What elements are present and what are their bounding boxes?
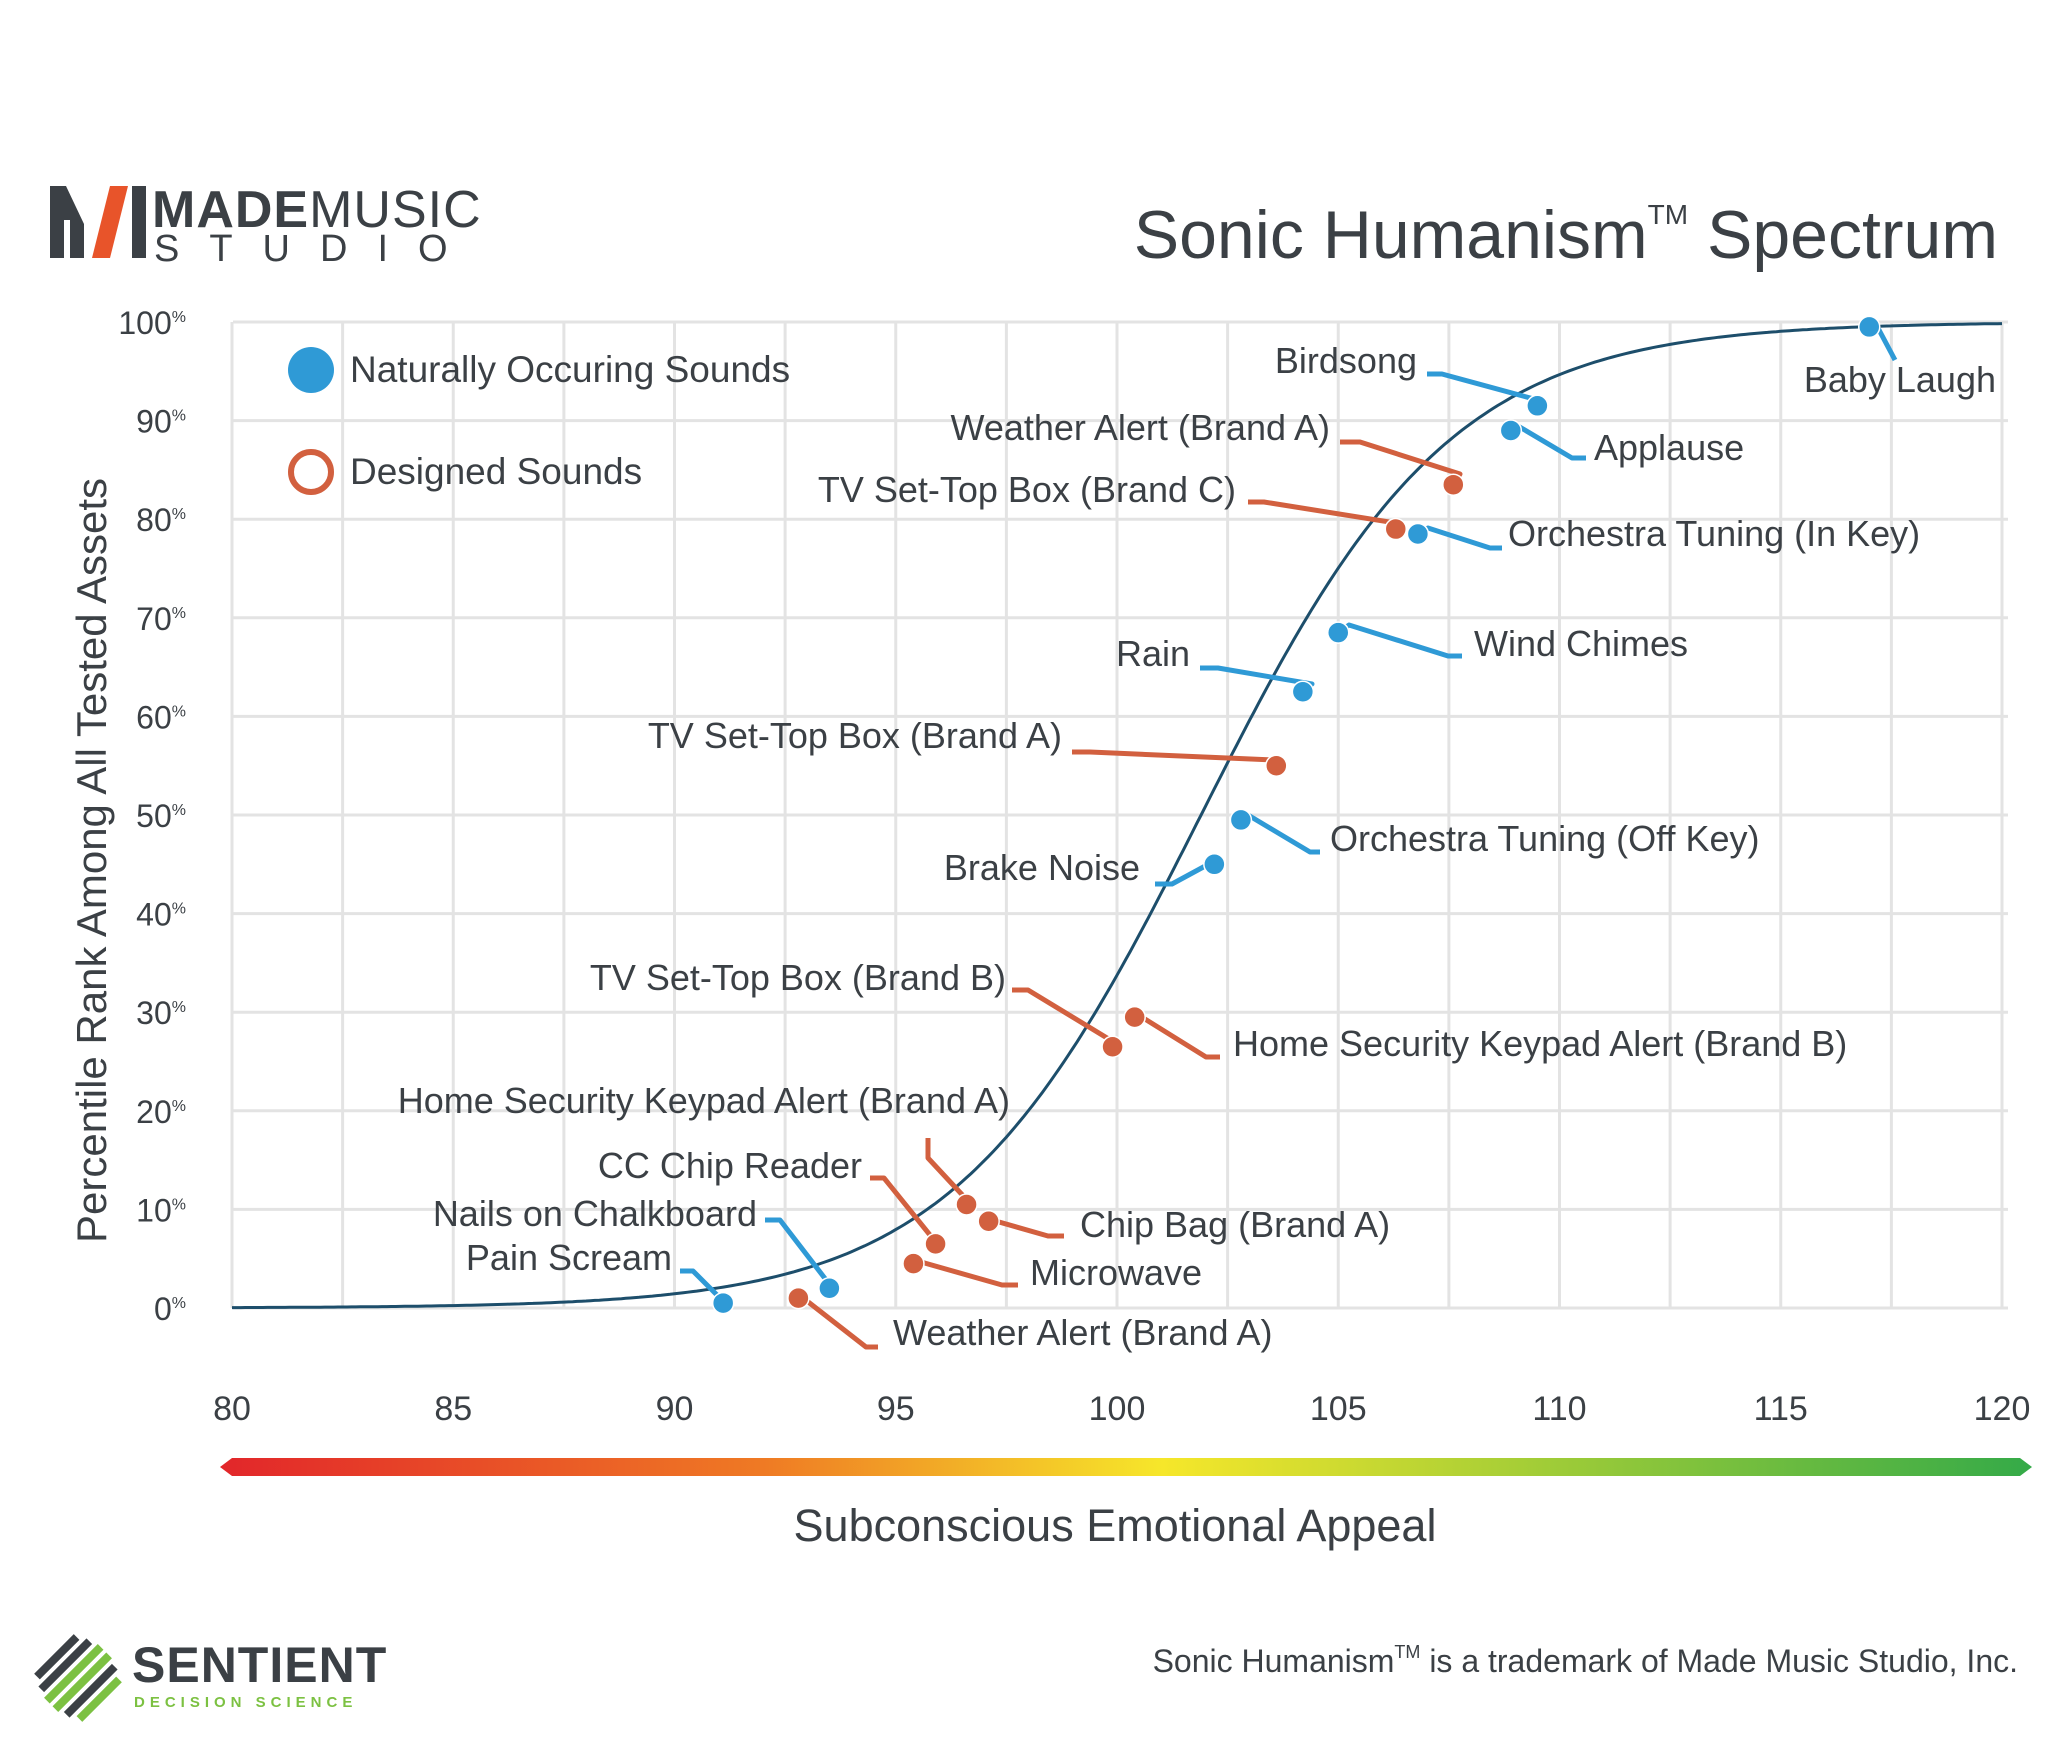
data-label: Brake Noise — [944, 847, 1140, 888]
data-label: TV Set-Top Box (Brand B) — [590, 957, 1006, 998]
sentient-wordmark: SENTIENT — [132, 1637, 388, 1693]
data-label: TV Set-Top Box (Brand A) — [648, 715, 1062, 756]
trend-curve — [232, 322, 2003, 1310]
x-axis-label: Subconscious Emotional Appeal — [793, 1500, 1437, 1551]
designed-sound-point — [1384, 517, 1408, 541]
label-leader-line — [987, 1217, 1064, 1239]
y-axis-ticks: 0% 10% 20% 30% 40% 50% 60% 70% 80% 90% 100% — [118, 305, 186, 1327]
y-tick-label: 60% — [136, 699, 186, 735]
data-label: Orchestra Tuning (In Key) — [1508, 513, 1920, 554]
x-tick-label: 120 — [1974, 1390, 2031, 1428]
designed-sound-point — [955, 1193, 978, 1216]
x-tick-label: 90 — [656, 1390, 694, 1428]
y-tick-label: 100% — [118, 305, 186, 341]
designed-sound-point — [977, 1209, 1000, 1233]
made-music-logo: MADEMUSIC STUDIO — [48, 180, 508, 270]
data-label: Baby Laugh — [1804, 359, 1996, 400]
trademark-note: Sonic HumanismTM is a trademark of Made … — [1152, 1642, 2018, 1679]
y-tick-label: 90% — [136, 404, 186, 440]
data-label: TV Set-Top Box (Brand C) — [818, 469, 1236, 510]
label-leader-line — [795, 1291, 878, 1350]
y-axis-label: Percentile Rank Among All Tested Assets — [68, 478, 115, 1243]
data-label: Applause — [1594, 427, 1744, 468]
x-tick-label: 115 — [1754, 1390, 1808, 1428]
label-leader-line — [1416, 525, 1502, 551]
y-tick-label: 70% — [136, 601, 186, 637]
chart-title: Sonic HumanismTM Spectrum — [1133, 197, 1998, 273]
y-tick-label: 50% — [136, 798, 186, 834]
natural-sound-point — [711, 1291, 735, 1315]
label-leader-line — [1509, 423, 1586, 461]
data-label: Home Security Keypad Alert (Brand B) — [1233, 1023, 1847, 1064]
data-label: Wind Chimes — [1474, 623, 1688, 664]
sentient-mark-icon — [34, 1634, 122, 1722]
data-label: Weather Alert (Brand A) — [893, 1312, 1273, 1353]
x-tick-label: 105 — [1310, 1390, 1367, 1428]
y-tick-label: 30% — [136, 995, 186, 1031]
data-label: Weather Alert (Brand A) — [950, 407, 1330, 448]
designed-sound-point — [1265, 754, 1288, 777]
data-label: Microwave — [1030, 1252, 1202, 1293]
legend-natural-marker — [288, 347, 334, 393]
natural-sound-point — [1526, 394, 1549, 418]
made-music-wordmark: MADEMUSIC — [152, 181, 482, 239]
designed-sound-point — [1442, 473, 1465, 496]
natural-sound-point — [1229, 808, 1253, 832]
studio-wordmark: STUDIO — [154, 228, 478, 270]
x-tick-label: 110 — [1532, 1390, 1586, 1428]
label-leader-line — [1336, 622, 1462, 659]
y-tick-label: 0% — [154, 1291, 186, 1327]
y-tick-label: 20% — [136, 1094, 186, 1130]
data-label: CC Chip Reader — [598, 1145, 862, 1186]
made-music-m-icon — [50, 186, 146, 258]
label-leader-line — [1072, 749, 1279, 767]
designed-sound-point — [1101, 1035, 1124, 1058]
x-axis-ticks: 80 85 90 95 100 105 110 115 120 — [213, 1390, 2030, 1428]
legend-natural-label: Naturally Occuring Sounds — [350, 349, 791, 390]
data-label: Home Security Keypad Alert (Brand A) — [398, 1080, 1010, 1121]
data-label: Rain — [1116, 633, 1190, 674]
y-tick-label: 10% — [136, 1192, 186, 1228]
appeal-gradient-bar — [220, 1458, 2032, 1476]
natural-sound-point — [1858, 315, 1881, 339]
x-tick-label: 95 — [877, 1390, 915, 1428]
designed-sound-point — [787, 1286, 810, 1310]
data-label: Birdsong — [1275, 340, 1417, 381]
natural-sound-point — [818, 1277, 841, 1300]
label-leader-line — [910, 1257, 1018, 1288]
label-leader-line — [1012, 987, 1116, 1047]
natural-sound-point — [1406, 522, 1430, 546]
designed-sound-point — [1123, 1005, 1146, 1029]
x-tick-label: 85 — [434, 1390, 472, 1428]
data-label: Pain Scream — [466, 1237, 672, 1278]
data-label: Nails on Chalkboard — [433, 1193, 757, 1234]
legend — [288, 347, 334, 495]
x-tick-label: 80 — [213, 1390, 251, 1428]
data-label: Chip Bag (Brand A) — [1080, 1204, 1390, 1245]
designed-sound-point — [902, 1252, 925, 1275]
natural-sound-point — [1291, 680, 1315, 703]
designed-sound-point — [924, 1232, 947, 1256]
data-points — [711, 315, 1881, 1315]
y-tick-label: 80% — [136, 502, 186, 538]
sentient-tagline: DECISION SCIENCE — [134, 1694, 358, 1711]
natural-sound-point — [1203, 853, 1226, 876]
chart-grid — [230, 320, 2008, 1310]
legend-designed-label: Designed Sounds — [350, 451, 643, 492]
data-label: Orchestra Tuning (Off Key) — [1330, 818, 1760, 859]
label-leader-line — [1248, 499, 1405, 531]
legend-designed-marker — [288, 449, 334, 495]
label-leader-line — [1239, 812, 1320, 855]
natural-sound-point — [1327, 621, 1350, 644]
sentient-logo: SENTIENT DECISION SCIENCE — [30, 1630, 386, 1740]
natural-sound-point — [1499, 419, 1523, 442]
x-tick-label: 100 — [1089, 1390, 1146, 1428]
y-tick-label: 40% — [136, 897, 186, 933]
